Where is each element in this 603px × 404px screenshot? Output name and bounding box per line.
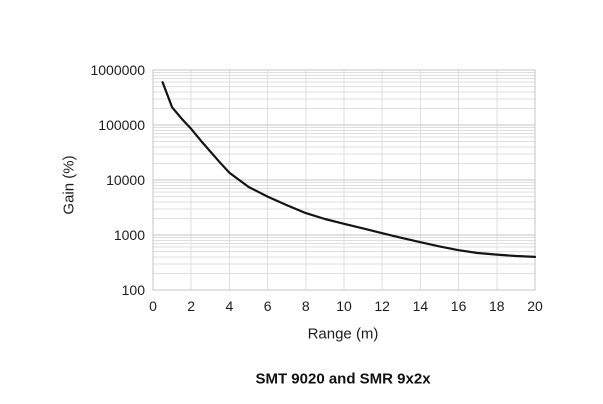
x-tick-label: 18 <box>489 298 505 314</box>
y-tick-label: 1000000 <box>90 62 145 78</box>
x-tick-label: 10 <box>336 298 352 314</box>
y-tick-label: 10000 <box>106 172 145 188</box>
y-tick-label: 100 <box>121 282 145 298</box>
chart-title: SMT 9020 and SMR 9x2x <box>255 370 431 388</box>
x-tick-label: 6 <box>263 298 272 314</box>
plot-frame <box>152 69 536 291</box>
x-tick-label: 20 <box>527 298 543 314</box>
x-tick-label: 12 <box>374 298 390 314</box>
x-axis-label: Range (m) <box>307 325 379 343</box>
x-tick-label: 14 <box>412 298 429 314</box>
y-tick-label: 1000 <box>113 227 145 243</box>
grid-minor-lines <box>152 70 536 290</box>
x-tick-label: 4 <box>225 298 234 314</box>
x-tick-label: 2 <box>187 298 196 314</box>
x-tick-label: 16 <box>450 298 467 314</box>
y-tick-label: 100000 <box>98 117 145 133</box>
x-tick-label: 0 <box>149 298 157 314</box>
x-tick-label: 8 <box>301 298 310 314</box>
gain-curve <box>161 81 537 258</box>
